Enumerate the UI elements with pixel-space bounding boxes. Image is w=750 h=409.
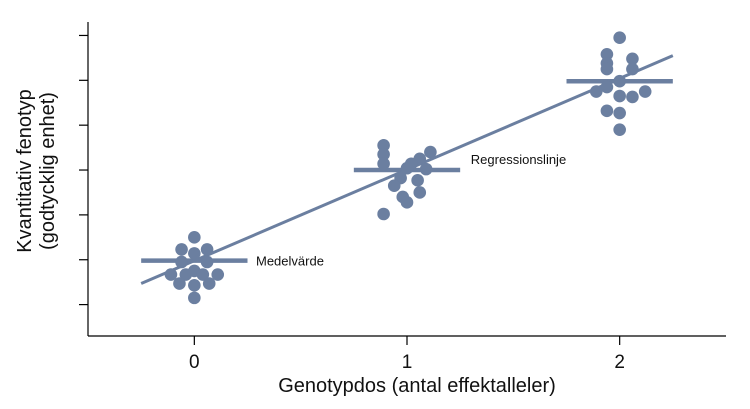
data-points	[164, 31, 652, 305]
data-point	[589, 85, 603, 98]
x-axis-title: Genotypdos (antal effektalleler)	[278, 375, 556, 397]
x-ticks: 0 1 2	[189, 336, 625, 373]
y-ticks	[79, 34, 88, 306]
x-tick-label: 2	[614, 352, 625, 373]
y-axis-title: Kvantitativ fenotyp (godtycklig enhet)	[14, 89, 59, 252]
data-point	[400, 196, 414, 209]
data-point	[424, 145, 437, 159]
data-point	[600, 80, 614, 94]
x-tick-label: 1	[402, 352, 413, 373]
data-point	[400, 161, 414, 175]
data-point	[613, 74, 626, 88]
y-axis-title-line1: Kvantitativ fenotyp	[14, 89, 36, 252]
data-point	[377, 148, 390, 161]
data-point	[211, 268, 225, 281]
y-axis-title-line2: (godtycklig enhet)	[37, 92, 59, 250]
data-point	[419, 162, 433, 176]
data-point	[196, 268, 210, 281]
data-point	[179, 268, 193, 281]
data-point	[202, 277, 216, 290]
data-point	[200, 243, 214, 256]
data-point	[188, 247, 201, 260]
data-point	[600, 47, 614, 61]
data-point	[600, 104, 614, 118]
data-point	[638, 85, 652, 98]
data-point	[613, 123, 626, 136]
data-point	[377, 157, 390, 171]
data-point	[387, 179, 401, 193]
data-point	[613, 106, 626, 120]
data-point	[613, 31, 626, 44]
data-point	[626, 52, 639, 66]
data-point	[175, 243, 188, 256]
data-point	[173, 277, 186, 290]
data-point	[188, 291, 201, 305]
data-point	[200, 255, 214, 269]
data-point	[175, 255, 188, 269]
data-point	[188, 279, 201, 292]
data-point	[413, 186, 427, 199]
data-point	[600, 62, 614, 76]
data-point	[411, 174, 424, 187]
data-point	[626, 62, 639, 76]
data-point	[626, 90, 639, 104]
x-tick-label: 0	[189, 352, 200, 373]
mean-annotation: Medelvärde	[256, 254, 324, 269]
data-point	[377, 207, 390, 221]
regression-annotation: Regressionslinje	[471, 152, 566, 167]
data-point	[188, 231, 201, 244]
data-point	[377, 139, 390, 152]
data-point	[164, 268, 178, 281]
data-point	[613, 89, 626, 103]
